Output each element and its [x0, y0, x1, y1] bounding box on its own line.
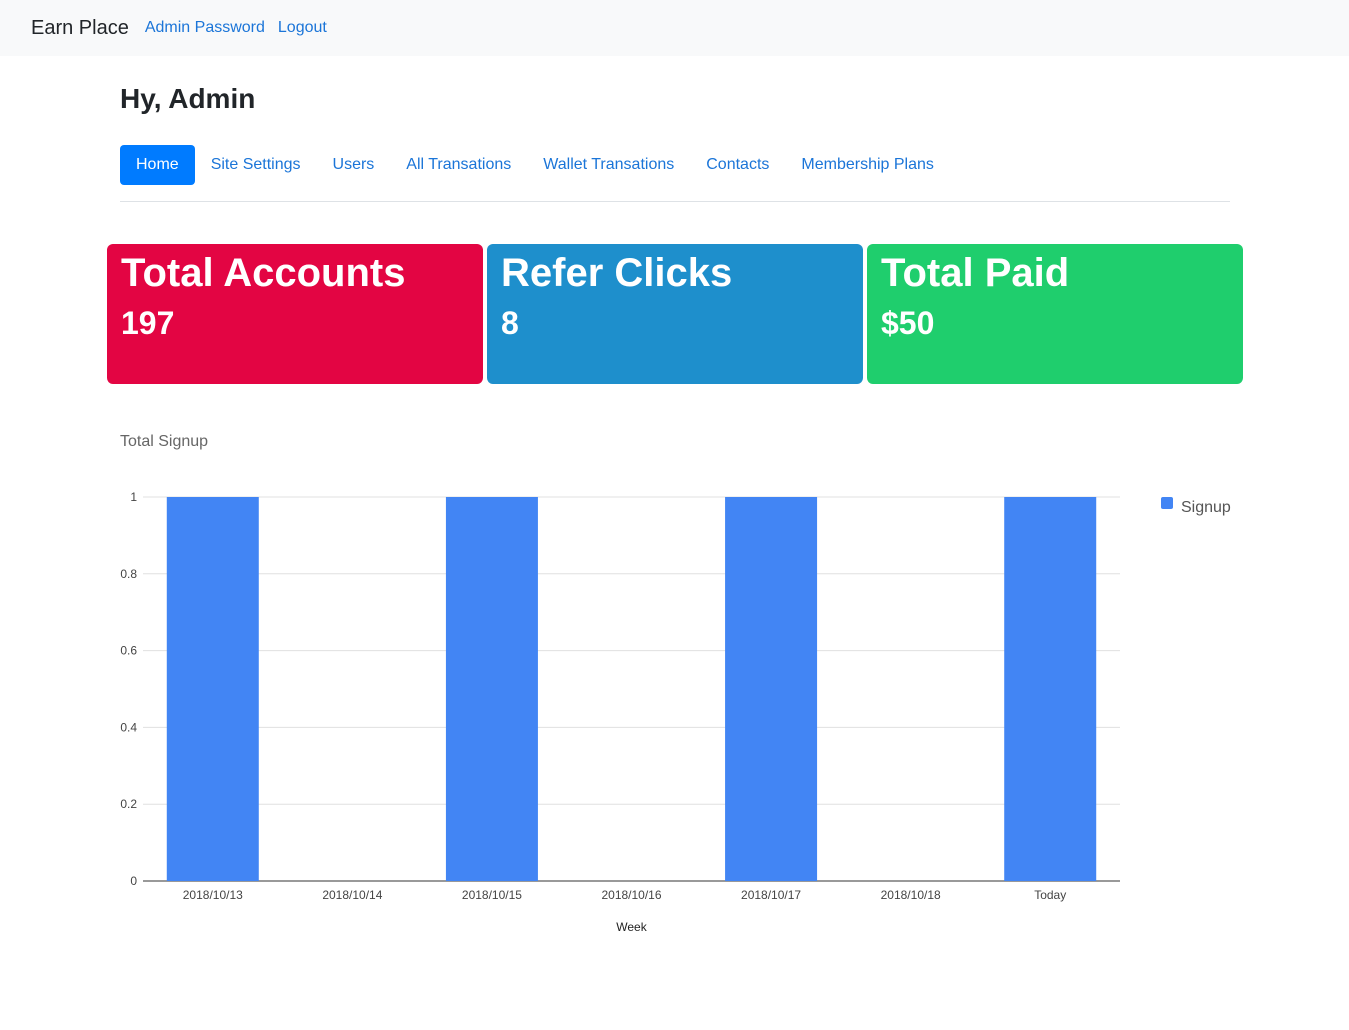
- x-tick-label: 2018/10/16: [601, 888, 661, 902]
- chart-title: Total Signup: [120, 433, 209, 450]
- top-navbar: Earn Place Admin Password Logout: [0, 0, 1349, 56]
- x-tick-label: 2018/10/14: [322, 888, 382, 902]
- x-tick-label: 2018/10/15: [462, 888, 522, 902]
- y-tick-label: 0.8: [120, 567, 137, 581]
- bar: [166, 497, 259, 881]
- bar: [725, 497, 818, 881]
- tab-all-transations[interactable]: All Transations: [406, 156, 512, 173]
- x-tick-label: 2018/10/18: [881, 888, 941, 902]
- total-paid-card: Total Paid $50: [867, 244, 1243, 384]
- brand-link[interactable]: Earn Place: [31, 16, 129, 39]
- card-title: Refer Clicks: [501, 251, 733, 295]
- refer-clicks-card: Refer Clicks 8: [487, 244, 863, 384]
- x-tick-label: Today: [1034, 888, 1066, 902]
- legend-label: Signup: [1181, 499, 1231, 516]
- admin-tabs: Home Site Settings Users All Transations…: [120, 145, 1230, 202]
- tab-home[interactable]: Home: [120, 145, 195, 185]
- card-title: Total Accounts: [121, 251, 406, 295]
- x-axis-title: Week: [616, 920, 647, 934]
- admin-password-link[interactable]: Admin Password: [144, 19, 265, 36]
- stats-cards: Total Accounts 197 Refer Clicks 8 Total …: [107, 244, 1243, 384]
- bar: [1004, 497, 1097, 881]
- legend-swatch: [1161, 497, 1173, 509]
- main-container: Hy, Admin Home Site Settings Users All T…: [120, 56, 1230, 202]
- card-title: Total Paid: [881, 251, 1070, 295]
- tab-contacts[interactable]: Contacts: [706, 156, 770, 173]
- y-tick-label: 0.2: [120, 797, 137, 811]
- tab-users[interactable]: Users: [332, 156, 375, 173]
- card-value: $50: [881, 305, 935, 341]
- tab-wallet-transations[interactable]: Wallet Transations: [543, 156, 675, 173]
- page-title: Hy, Admin: [120, 83, 256, 114]
- logout-link[interactable]: Logout: [277, 19, 327, 36]
- card-value: 8: [501, 305, 519, 341]
- tab-membership-plans[interactable]: Membership Plans: [801, 156, 934, 173]
- y-tick-label: 0: [130, 874, 137, 888]
- tab-site-settings[interactable]: Site Settings: [210, 156, 301, 173]
- bar: [445, 497, 538, 881]
- y-tick-label: 1: [130, 490, 137, 504]
- y-tick-label: 0.4: [120, 720, 137, 734]
- x-tick-label: 2018/10/17: [741, 888, 801, 902]
- card-value: 197: [121, 305, 175, 341]
- x-tick-label: 2018/10/13: [183, 888, 243, 902]
- y-tick-label: 0.6: [120, 644, 137, 658]
- total-accounts-card: Total Accounts 197: [107, 244, 483, 384]
